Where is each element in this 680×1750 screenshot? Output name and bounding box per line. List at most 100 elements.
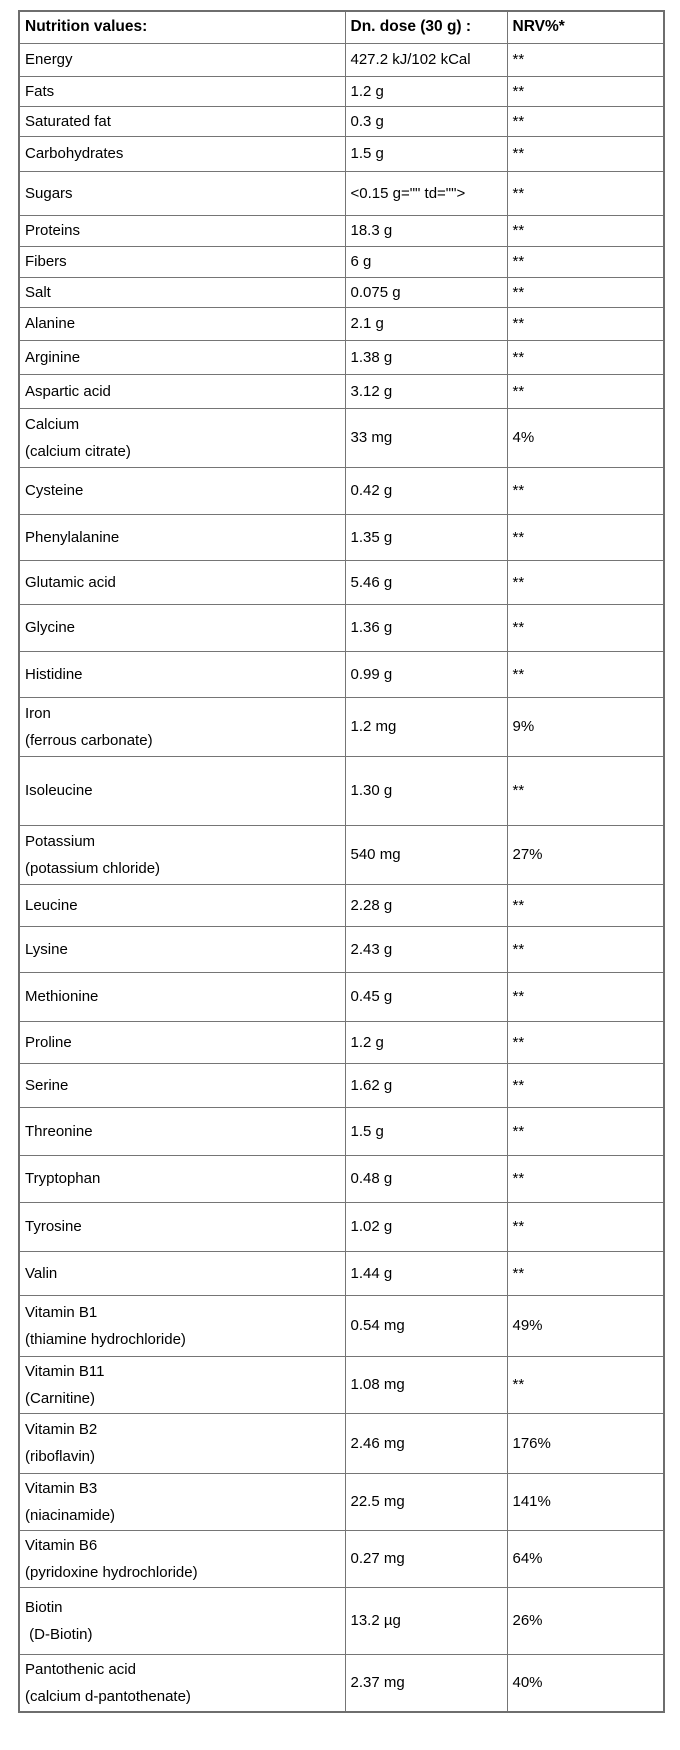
dose-value-cell: 1.62 g [344, 1062, 508, 1108]
nutrient-name-cell: Vitamin B1 (thiamine hydrochloride) [18, 1294, 346, 1357]
dose-value-cell: 33 mg [344, 407, 508, 468]
dose-value-cell: 1.30 g [344, 755, 508, 826]
nutrient-name-cell: Vitamin B6 (pyridoxine hydrochloride) [18, 1529, 346, 1588]
nutrient-name-cell: Fibers [18, 245, 346, 278]
nutrient-name-cell: Lysine [18, 925, 346, 973]
dose-value-cell: 2.37 mg [344, 1653, 508, 1712]
nrv-value-cell: 40% [506, 1653, 665, 1712]
nrv-value-cell: ** [506, 306, 665, 341]
dose-value-cell: 1.36 g [344, 603, 508, 652]
nrv-value-cell: ** [506, 373, 665, 409]
nutrient-name-cell: Serine [18, 1062, 346, 1108]
dose-value-cell: 1.44 g [344, 1250, 508, 1296]
row-proline: Proline 1.2 g ** [18, 1020, 665, 1064]
dose-value-cell: 0.3 g [344, 105, 508, 137]
row-cysteine: Cysteine 0.42 g ** [18, 466, 665, 515]
header-nrv: NRV%* [506, 10, 665, 44]
nrv-value-cell: ** [506, 42, 665, 77]
nutrient-name-cell: Histidine [18, 650, 346, 698]
nrv-value-cell: 64% [506, 1529, 665, 1588]
nrv-value-cell: ** [506, 276, 665, 308]
dose-value-cell: 1.08 mg [344, 1355, 508, 1414]
nutrient-name-cell: Salt [18, 276, 346, 308]
nrv-value-cell: ** [506, 1020, 665, 1064]
header-nutrition-values: Nutrition values: [18, 10, 346, 44]
nrv-value-cell: ** [506, 1154, 665, 1203]
row-arginine: Arginine 1.38 g ** [18, 339, 665, 375]
nutrient-name-cell: Pantothenic acid (calcium d-pantothenate… [18, 1653, 346, 1712]
nutrient-name-cell: Arginine [18, 339, 346, 375]
dose-value-cell: 0.27 mg [344, 1529, 508, 1588]
header-row: Nutrition values: Dn. dose (30 g) : NRV%… [18, 10, 665, 44]
row-lysine: Lysine 2.43 g ** [18, 925, 665, 973]
row-tryptophan: Tryptophan 0.48 g ** [18, 1154, 665, 1203]
row-threonine: Threonine 1.5 g ** [18, 1106, 665, 1156]
dose-value-cell: 540 mg [344, 824, 508, 885]
nrv-value-cell: 49% [506, 1294, 665, 1357]
row-energy: Energy 427.2 kJ/102 kCal ** [18, 42, 665, 77]
row-histidine: Histidine 0.99 g ** [18, 650, 665, 698]
dose-value-cell: 1.2 mg [344, 696, 508, 757]
nrv-value-cell: ** [506, 925, 665, 973]
nrv-value-cell: 26% [506, 1586, 665, 1655]
nrv-value-cell: ** [506, 1106, 665, 1156]
nrv-value-cell: 141% [506, 1472, 665, 1531]
dose-value-cell: 2.28 g [344, 883, 508, 927]
dose-value-cell: 0.45 g [344, 971, 508, 1022]
nrv-value-cell: ** [506, 1250, 665, 1296]
nrv-value-cell: ** [506, 1355, 665, 1414]
nrv-value-cell: ** [506, 513, 665, 561]
nrv-value-cell: 9% [506, 696, 665, 757]
dose-value-cell: 22.5 mg [344, 1472, 508, 1531]
nrv-value-cell: ** [506, 755, 665, 826]
row-sugars: Sugars <0.15 g="" td=""> ** [18, 170, 665, 216]
row-phenylalanine: Phenylalanine 1.35 g ** [18, 513, 665, 561]
row-proteins: Proteins 18.3 g ** [18, 214, 665, 247]
row-vitamin-b1: Vitamin B1 (thiamine hydrochloride) 0.54… [18, 1294, 665, 1357]
nrv-value-cell: ** [506, 1201, 665, 1252]
nrv-value-cell: 27% [506, 824, 665, 885]
dose-value-cell: 0.48 g [344, 1154, 508, 1203]
nutrient-name-cell: Proteins [18, 214, 346, 247]
dose-value-cell: 0.99 g [344, 650, 508, 698]
row-vitamin-b11: Vitamin B11 (Carnitine) 1.08 mg ** [18, 1355, 665, 1414]
dose-value-cell: 2.46 mg [344, 1412, 508, 1474]
nutrient-name-cell: Iron (ferrous carbonate) [18, 696, 346, 757]
nrv-value-cell: ** [506, 245, 665, 278]
nutrient-name-cell: Vitamin B11 (Carnitine) [18, 1355, 346, 1414]
nrv-value-cell: 4% [506, 407, 665, 468]
row-tyrosine: Tyrosine 1.02 g ** [18, 1201, 665, 1252]
row-aspartic-acid: Aspartic acid 3.12 g ** [18, 373, 665, 409]
nrv-value-cell: ** [506, 466, 665, 515]
row-vitamin-b3: Vitamin B3 (niacinamide) 22.5 mg 141% [18, 1472, 665, 1531]
nutrient-name-cell: Threonine [18, 1106, 346, 1156]
dose-value-cell: 427.2 kJ/102 kCal [344, 42, 508, 77]
row-saturated-fat: Saturated fat 0.3 g ** [18, 105, 665, 137]
nutrient-name-cell: Saturated fat [18, 105, 346, 137]
dose-value-cell: 0.075 g [344, 276, 508, 308]
row-vitamin-b6: Vitamin B6 (pyridoxine hydrochloride) 0.… [18, 1529, 665, 1588]
row-calcium: Calcium (calcium citrate) 33 mg 4% [18, 407, 665, 468]
nutrient-name-cell: Glycine [18, 603, 346, 652]
dose-value-cell: 5.46 g [344, 559, 508, 605]
row-alanine: Alanine 2.1 g ** [18, 306, 665, 341]
dose-value-cell: 2.43 g [344, 925, 508, 973]
nrv-value-cell: ** [506, 214, 665, 247]
dose-value-cell: 0.42 g [344, 466, 508, 515]
nutrient-name-cell: Tyrosine [18, 1201, 346, 1252]
nutrient-name-cell: Alanine [18, 306, 346, 341]
nutrient-name-cell: Fats [18, 75, 346, 107]
nutrient-name-cell: Sugars [18, 170, 346, 216]
nrv-value-cell: ** [506, 105, 665, 137]
nutrient-name-cell: Potassium (potassium chloride) [18, 824, 346, 885]
nutrient-name-cell: Cysteine [18, 466, 346, 515]
row-leucine: Leucine 2.28 g ** [18, 883, 665, 927]
dose-value-cell: 18.3 g [344, 214, 508, 247]
nrv-value-cell: 176% [506, 1412, 665, 1474]
nrv-value-cell: ** [506, 1062, 665, 1108]
nutrient-name-cell: Carbohydrates [18, 135, 346, 172]
dose-value-cell: 6 g [344, 245, 508, 278]
row-methionine: Methionine 0.45 g ** [18, 971, 665, 1022]
nutrient-name-cell: Methionine [18, 971, 346, 1022]
row-glutamic-acid: Glutamic acid 5.46 g ** [18, 559, 665, 605]
